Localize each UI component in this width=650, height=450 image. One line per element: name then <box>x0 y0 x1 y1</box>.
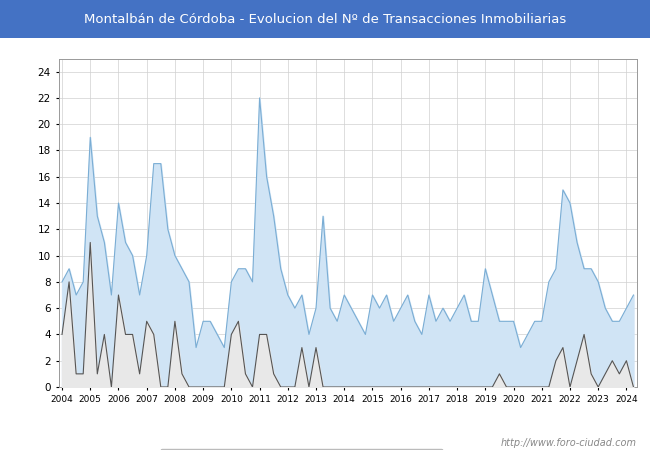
Legend: Viviendas Nuevas, Viviendas Usadas: Viviendas Nuevas, Viviendas Usadas <box>159 449 443 450</box>
Text: http://www.foro-ciudad.com: http://www.foro-ciudad.com <box>501 438 637 448</box>
Text: Montalbán de Córdoba - Evolucion del Nº de Transacciones Inmobiliarias: Montalbán de Córdoba - Evolucion del Nº … <box>84 13 566 26</box>
